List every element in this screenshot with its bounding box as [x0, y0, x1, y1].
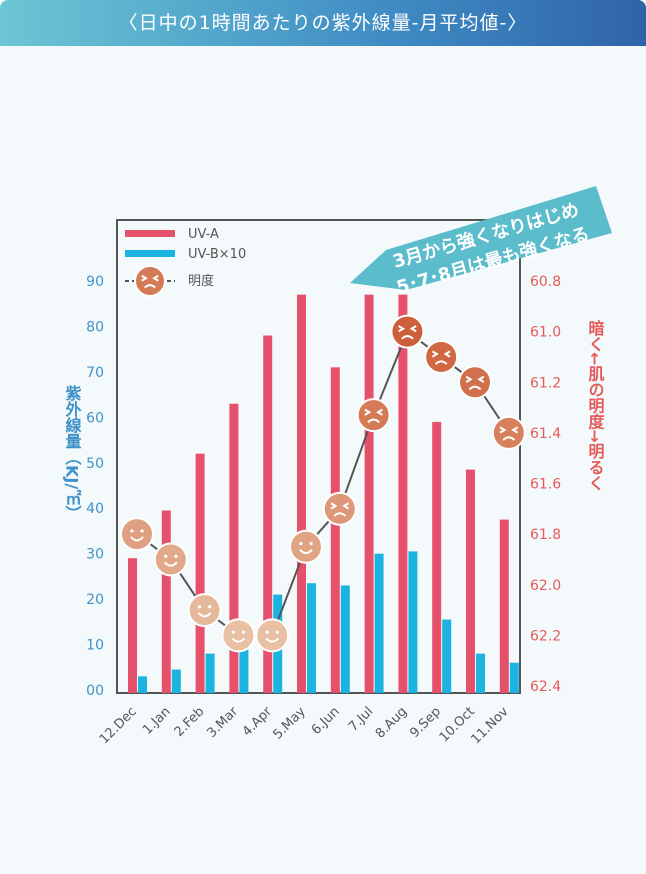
brightness-face-icon — [289, 529, 323, 564]
uvb-bar — [408, 551, 418, 693]
brightness-face-icon — [491, 415, 526, 450]
x-tick-label: 11.Nov — [468, 704, 511, 747]
uvb-bar — [442, 619, 452, 693]
x-tick-label: 6.Jun — [309, 704, 343, 738]
uva-bar — [195, 453, 205, 693]
legend-label-brightness: 明度 — [188, 273, 214, 289]
y2-tick-label: 60.8 — [530, 274, 561, 290]
x-tick-label: 3.Mar — [205, 704, 242, 741]
uvb-bar — [307, 583, 316, 693]
brightness-line — [136, 330, 510, 637]
brightness-face-icon — [153, 542, 188, 577]
y-tick-label: 10 — [86, 638, 104, 654]
y-tick-label: 50 — [86, 456, 104, 472]
x-tick-label: 8.Aug — [373, 704, 410, 741]
x-tick-label: 1.Jan — [140, 704, 174, 738]
brightness-face-icon — [424, 339, 459, 374]
uvb-bar — [138, 676, 147, 693]
y2-tick-label: 62.2 — [530, 628, 561, 644]
uvb-bar — [340, 585, 350, 693]
legend-swatch-uvb — [125, 250, 175, 257]
y-tick-label: 30 — [86, 547, 104, 563]
brightness-face-icon — [356, 398, 391, 433]
brightness-face-icon — [390, 314, 425, 349]
x-tick-label: 7.Jul — [346, 704, 376, 734]
bars-layer — [128, 294, 519, 693]
uva-bar — [499, 519, 509, 693]
left-axis-label: 紫外線量（KJ/㎡） — [63, 384, 83, 521]
uva-bar — [128, 558, 137, 693]
callout: 3月から強くなりはじめ 5･7･8月は最も強くなる — [350, 186, 612, 299]
legend-swatch-uva — [125, 230, 175, 237]
y-tick-label: 90 — [86, 274, 104, 290]
uvb-bar — [476, 653, 485, 693]
uvb-bar — [509, 662, 519, 693]
brightness-line-layer — [120, 314, 526, 653]
uvb-bar — [205, 653, 215, 693]
uva-bar — [466, 469, 475, 693]
legend-label-uva: UV-A — [188, 227, 219, 242]
uvb-bar — [239, 644, 249, 693]
y-tick-label: 80 — [86, 319, 104, 335]
x-tick-label: 5.May — [270, 704, 309, 743]
y-tick-label: 70 — [86, 365, 104, 381]
y-tick-label: 40 — [86, 501, 104, 517]
y2-tick-label: 62.0 — [530, 578, 561, 594]
brightness-face-icon — [322, 491, 357, 526]
chart-title: 〈日中の1時間あたりの紫外線量-月平均値-〉 — [0, 0, 646, 46]
y-tick-label: 60 — [86, 410, 104, 426]
uva-bar — [263, 335, 273, 693]
legend-face-glyph — [134, 265, 166, 297]
y2-tick-label: 61.4 — [530, 426, 561, 442]
uva-bar — [364, 294, 374, 693]
uvb-bar — [374, 553, 384, 693]
brightness-face-icon — [187, 593, 222, 628]
x-tick-label: 2.Feb — [172, 704, 208, 740]
brightness-face-icon — [221, 618, 256, 653]
brightness-face-icon — [120, 517, 154, 552]
brightness-face-icon — [458, 365, 492, 400]
brightness-face-icon — [255, 618, 290, 653]
callout-shape — [350, 186, 612, 290]
uva-bar — [161, 510, 171, 693]
uvb-bar — [171, 669, 181, 693]
y-tick-label: 20 — [86, 592, 104, 608]
right-axis-label: 暗く←肌の明度→明るく — [586, 319, 605, 491]
uva-bar — [398, 294, 408, 693]
x-tick-label: 12.Dec — [97, 704, 140, 747]
uva-bar — [432, 421, 442, 693]
y2-tick-label: 61.6 — [530, 477, 561, 493]
uva-bar — [330, 367, 340, 693]
y-tick-label: 00 — [86, 683, 104, 699]
y2-tick-label: 61.8 — [530, 527, 561, 543]
plot-frame — [116, 219, 521, 694]
y2-tick-label: 62.4 — [530, 679, 561, 695]
legend-face-icon — [134, 265, 166, 297]
legend: UV-A UV-B×10 明度 — [125, 227, 246, 297]
y2-tick-label: 61.0 — [530, 325, 561, 341]
y2-tick-label: 61.2 — [530, 375, 561, 391]
uva-bar — [297, 294, 306, 693]
legend-label-uvb: UV-B×10 — [188, 247, 246, 262]
x-tick-label: 4.Apr — [240, 704, 276, 740]
uva-bar — [229, 403, 239, 693]
